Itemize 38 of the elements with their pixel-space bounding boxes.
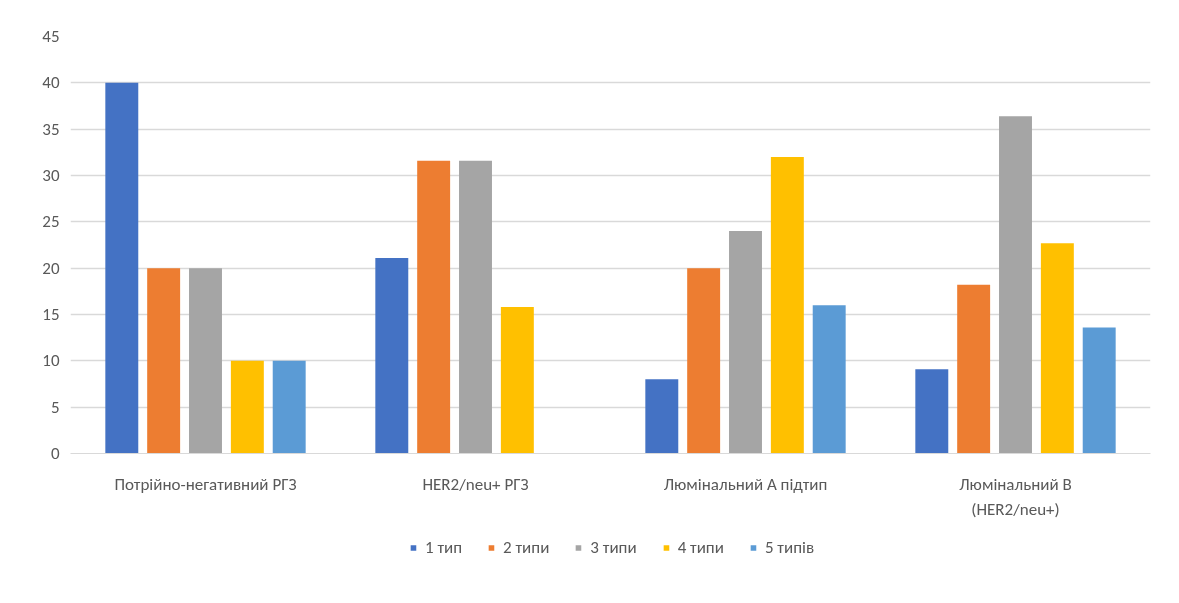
y-tick-label: 25 [42,211,60,233]
bar [500,307,534,454]
legend-label: 2 типи [503,536,550,558]
x-tick-label: Люмінальний В (HER2/neu+) [959,473,1072,520]
bar [1082,327,1116,454]
x-tick-label: Потрійно-негативний РГЗ [114,473,297,495]
legend-label: 4 типи [677,536,724,558]
bar [957,284,991,454]
bar [147,268,181,454]
y-tick-label: 5 [50,396,60,418]
bar [999,116,1032,454]
bar [105,82,139,454]
bar [770,156,804,454]
bar [812,305,846,454]
bar [272,360,306,454]
bar [375,257,409,454]
y-tick-label: 40 [42,72,60,94]
y-tick-label: 0 [50,443,60,464]
bar [417,160,451,454]
bar [230,360,264,454]
y-tick-label: 30 [42,165,60,186]
y-tick-label: 10 [42,350,60,372]
y-tick-label: 45 [42,26,60,47]
bar [189,268,222,454]
bar [729,231,762,454]
legend-label: 1 тип [424,536,463,558]
x-tick-label: Люмінальний А підтип [663,473,828,495]
y-tick-label: 35 [42,118,60,140]
bar [915,369,949,454]
bar [687,268,721,454]
legend-label: 3 типи [590,536,637,558]
bar [645,379,679,454]
bar [1040,243,1074,454]
bar [459,160,492,454]
legend-label: 5 типів [764,536,815,558]
y-tick-label: 15 [42,304,60,325]
x-tick-label: HER2/neu+ РГЗ [422,473,529,495]
y-tick-label: 20 [42,257,60,279]
